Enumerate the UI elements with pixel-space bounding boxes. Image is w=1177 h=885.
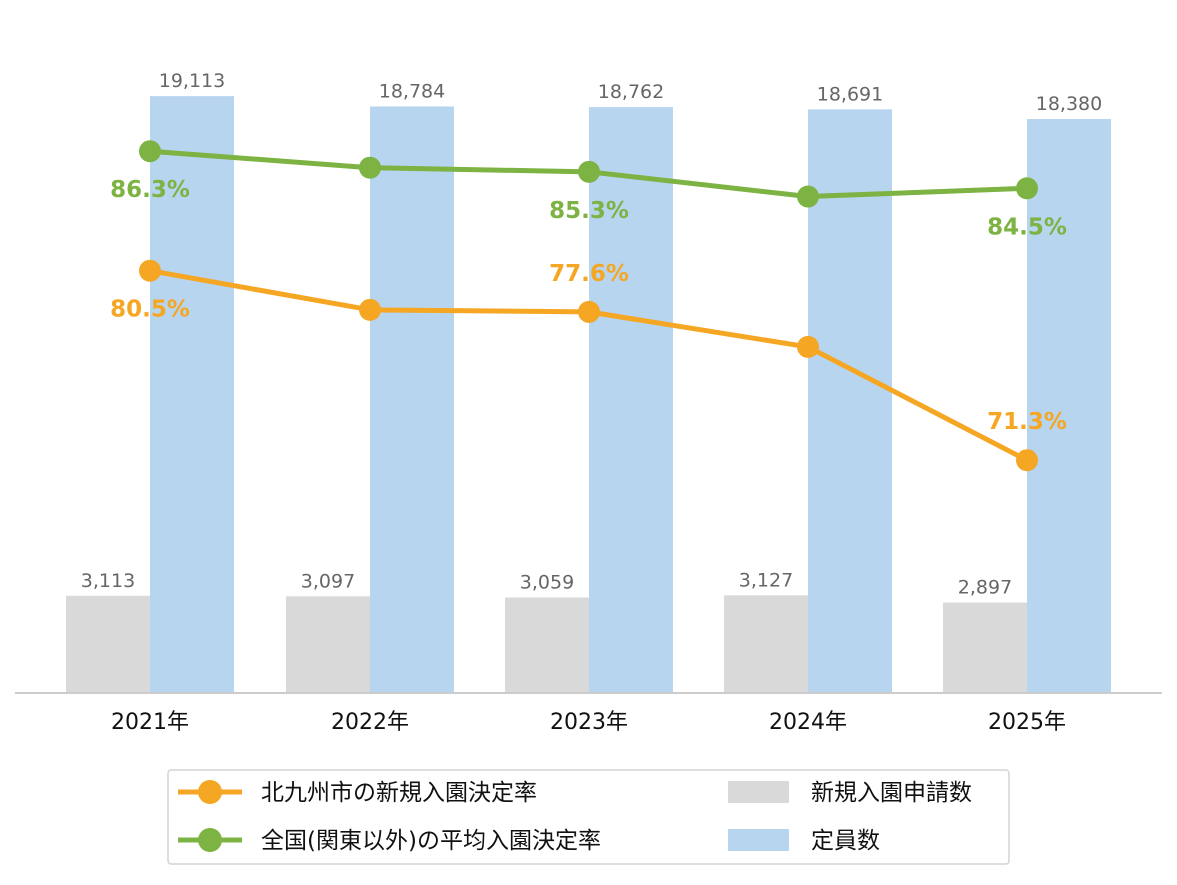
bar-value-label-capacity-1: 18,784	[379, 80, 445, 102]
line-point-1-0	[139, 140, 161, 163]
bar-capacity-2	[589, 107, 673, 694]
bar-value-label-capacity-0: 19,113	[159, 70, 225, 92]
x-tick-label-0: 2021年	[111, 710, 189, 735]
line-value-label-0-0: 80.5%	[110, 297, 190, 323]
bar-value-label-applications-2: 3,059	[520, 571, 574, 593]
legend-label-2: 新規入園申請数	[811, 780, 972, 806]
line-value-label-1-0: 86.3%	[110, 177, 190, 203]
line-series-0	[147, 268, 1030, 463]
x-tick-label-3: 2024年	[769, 710, 847, 735]
line-point-0-2	[578, 300, 600, 323]
bar-value-label-applications-4: 2,897	[958, 577, 1012, 599]
bar-value-label-capacity-3: 18,691	[817, 83, 883, 105]
legend-bar-swatch-3	[728, 829, 789, 851]
legend-marker-0	[198, 780, 222, 804]
line-value-label-1-2: 85.3%	[549, 198, 629, 224]
line-point-0-0	[139, 259, 161, 282]
line-point-1-4	[1016, 177, 1038, 200]
bar-capacity-4	[1027, 119, 1111, 693]
legend-bar-swatch-2	[728, 781, 789, 803]
bar-value-label-applications-3: 3,127	[739, 569, 793, 591]
x-tick-label-2: 2023年	[550, 710, 628, 735]
bar-applications-4	[943, 602, 1027, 693]
line-value-label-0-2: 77.6%	[549, 261, 629, 287]
legend-label-0: 北九州市の新規入園決定率	[261, 780, 537, 806]
line-point-1-2	[578, 160, 600, 183]
line-point-0-3	[797, 335, 819, 358]
line-value-label-1-4: 84.5%	[987, 214, 1067, 240]
line-point-0-1	[359, 298, 381, 321]
bar-applications-0	[66, 595, 150, 693]
line-point-1-1	[359, 156, 381, 179]
line-value-label-0-4: 71.3%	[987, 409, 1067, 435]
x-tick-label-1: 2022年	[331, 710, 409, 735]
bar-applications-1	[286, 596, 370, 693]
line-point-0-4	[1016, 449, 1038, 472]
legend-frame	[167, 769, 1010, 865]
line-point-1-3	[797, 185, 819, 208]
legend-label-3: 定員数	[811, 828, 880, 854]
bar-applications-3	[724, 595, 808, 693]
line-value-labels: 80.5% 77.6% 71.3% 86.3% 85.3% 84.5%	[110, 177, 1067, 435]
bars-layer	[66, 96, 1111, 694]
legend-label-1: 全国(関東以外)の平均入園決定率	[261, 828, 601, 854]
bar-capacity-0	[150, 96, 234, 693]
bar-value-labels: 3,113 19,113 3,097 18,784 3,059 18,762 3,127 18…	[81, 70, 1102, 598]
x-tick-label-4: 2025年	[988, 710, 1066, 735]
bar-capacity-3	[808, 109, 892, 693]
lines-layer	[139, 140, 1038, 472]
bar-capacity-1	[370, 106, 454, 694]
bar-value-label-applications-0: 3,113	[81, 570, 135, 592]
bar-value-label-capacity-2: 18,762	[598, 81, 664, 103]
x-axis-tick-labels: 2021年 2022年 2023年 2024年 2025年	[111, 710, 1066, 735]
bar-value-label-capacity-4: 18,380	[1036, 93, 1102, 115]
legend-marker-1	[198, 828, 222, 852]
bar-applications-2	[505, 597, 589, 693]
bar-value-label-applications-1: 3,097	[301, 570, 355, 592]
